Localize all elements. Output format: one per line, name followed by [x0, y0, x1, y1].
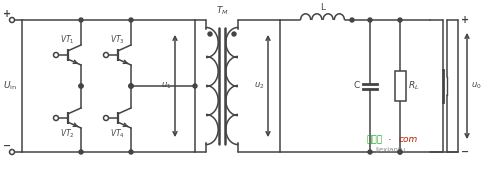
Text: +: + [3, 9, 11, 19]
Circle shape [54, 53, 59, 57]
Text: ·: · [388, 135, 392, 145]
Circle shape [368, 18, 372, 22]
Circle shape [368, 150, 372, 154]
Circle shape [129, 18, 133, 22]
Text: $VT_3$: $VT_3$ [110, 33, 124, 46]
Circle shape [129, 84, 133, 88]
Circle shape [350, 18, 354, 22]
Text: $u_0$: $u_0$ [471, 81, 482, 91]
Circle shape [79, 150, 83, 154]
Bar [394, 71, 406, 101]
Circle shape [104, 115, 108, 121]
Circle shape [398, 150, 402, 154]
Text: $T_M$: $T_M$ [216, 4, 228, 17]
Text: $u_1$: $u_1$ [160, 81, 171, 91]
Circle shape [129, 84, 133, 88]
Circle shape [79, 18, 83, 22]
Text: −: − [461, 147, 469, 157]
Circle shape [193, 84, 197, 88]
Text: −: − [3, 141, 11, 151]
Circle shape [129, 150, 133, 154]
Circle shape [10, 18, 14, 22]
Circle shape [104, 53, 108, 57]
Circle shape [10, 149, 14, 155]
Circle shape [54, 115, 59, 121]
Circle shape [398, 18, 402, 22]
Circle shape [208, 32, 212, 36]
Circle shape [129, 84, 133, 88]
Circle shape [79, 84, 83, 88]
Circle shape [398, 150, 402, 154]
Text: 接线图: 接线图 [367, 135, 383, 144]
Text: jiexiantu: jiexiantu [375, 147, 405, 153]
Text: L: L [320, 3, 325, 12]
Text: $U_{\rm in}$: $U_{\rm in}$ [3, 80, 17, 92]
Text: $VT_4$: $VT_4$ [110, 127, 124, 140]
Text: com: com [398, 135, 417, 144]
Circle shape [79, 84, 83, 88]
Circle shape [232, 32, 236, 36]
Text: $R_L$: $R_L$ [408, 80, 419, 92]
Text: C: C [354, 81, 360, 90]
Text: $VT_1$: $VT_1$ [60, 33, 74, 46]
Text: $VT_2$: $VT_2$ [60, 127, 74, 140]
Text: $u_2$: $u_2$ [254, 81, 264, 91]
Text: +: + [461, 15, 469, 25]
